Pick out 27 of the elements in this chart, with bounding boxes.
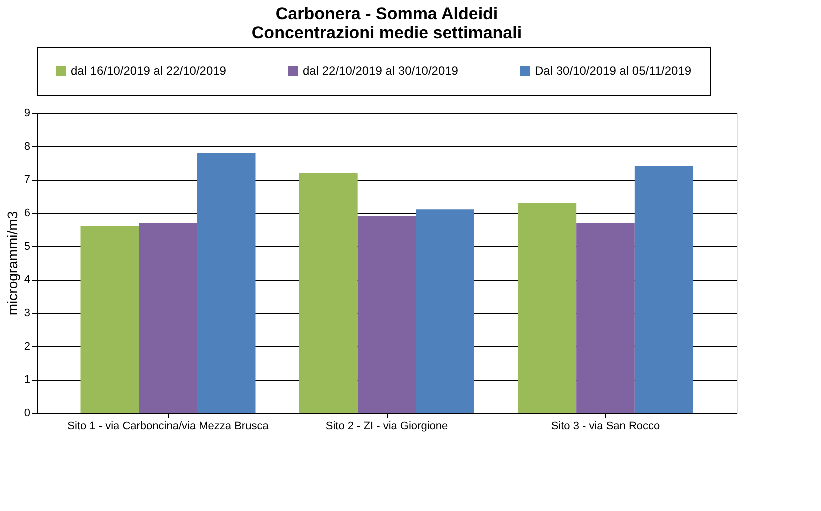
legend-label: dal 22/10/2019 al 30/10/2019 (303, 64, 459, 78)
y-tick-label: 6 (24, 208, 30, 220)
y-axis-title: microgrammi/m3 (4, 211, 20, 316)
y-tick-label: 7 (24, 174, 30, 186)
y-tick-label: 8 (24, 140, 30, 153)
legend-label: Dal 30/10/2019 al 05/11/2019 (535, 64, 692, 78)
x-tick-label: Sito 3 - via San Rocco (551, 420, 660, 432)
y-tick-label: 0 (24, 408, 30, 420)
chart-title: Carbonera - Somma Aldeidi Concentrazioni medie settimanali (252, 4, 522, 42)
x-tick-label: Sito 2 - ZI - via Giorgione (326, 420, 448, 432)
bar (197, 153, 256, 413)
bar (358, 216, 416, 413)
bar (416, 210, 474, 413)
bar (300, 173, 358, 413)
y-tick-label: 1 (24, 374, 30, 386)
bar (576, 223, 635, 413)
x-tick-label: Sito 1 - via Carboncina/via Mezza Brusca (68, 420, 270, 432)
bar (634, 166, 694, 413)
y-tick-label: 4 (24, 274, 30, 286)
bar (139, 223, 198, 413)
y-tick-label: 5 (24, 240, 30, 253)
legend-label: dal 16/10/2019 al 22/10/2019 (71, 64, 227, 78)
y-tick-label: 9 (24, 108, 30, 120)
y-tick-label: 2 (24, 340, 30, 353)
y-tick-label: 3 (24, 308, 30, 320)
bar (518, 203, 577, 413)
bar (80, 226, 140, 413)
